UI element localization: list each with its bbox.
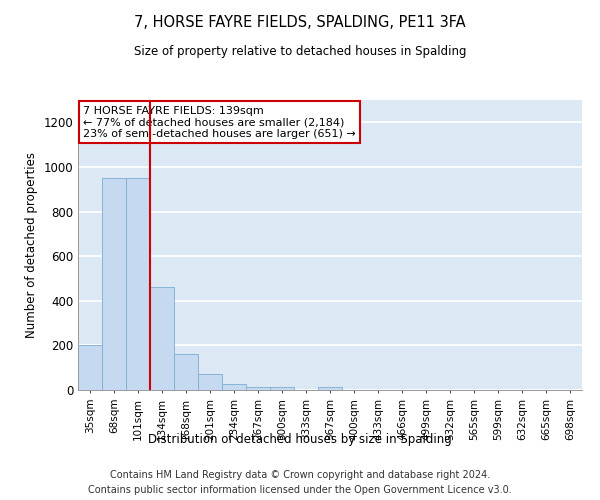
Bar bbox=[318, 386, 342, 390]
Text: Contains HM Land Registry data © Crown copyright and database right 2024.: Contains HM Land Registry data © Crown c… bbox=[110, 470, 490, 480]
Bar bbox=[126, 178, 150, 390]
Text: 7, HORSE FAYRE FIELDS, SPALDING, PE11 3FA: 7, HORSE FAYRE FIELDS, SPALDING, PE11 3F… bbox=[134, 15, 466, 30]
Bar bbox=[78, 346, 102, 390]
Bar bbox=[174, 354, 198, 390]
Text: Contains public sector information licensed under the Open Government Licence v3: Contains public sector information licen… bbox=[88, 485, 512, 495]
Text: 7 HORSE FAYRE FIELDS: 139sqm
← 77% of detached houses are smaller (2,184)
23% of: 7 HORSE FAYRE FIELDS: 139sqm ← 77% of de… bbox=[83, 106, 356, 139]
Bar bbox=[222, 384, 246, 390]
Y-axis label: Number of detached properties: Number of detached properties bbox=[25, 152, 38, 338]
Bar bbox=[102, 178, 126, 390]
Bar bbox=[246, 386, 270, 390]
Text: Size of property relative to detached houses in Spalding: Size of property relative to detached ho… bbox=[134, 45, 466, 58]
Bar bbox=[198, 374, 222, 390]
Bar bbox=[270, 386, 294, 390]
Bar bbox=[150, 288, 174, 390]
Text: Distribution of detached houses by size in Spalding: Distribution of detached houses by size … bbox=[148, 432, 452, 446]
